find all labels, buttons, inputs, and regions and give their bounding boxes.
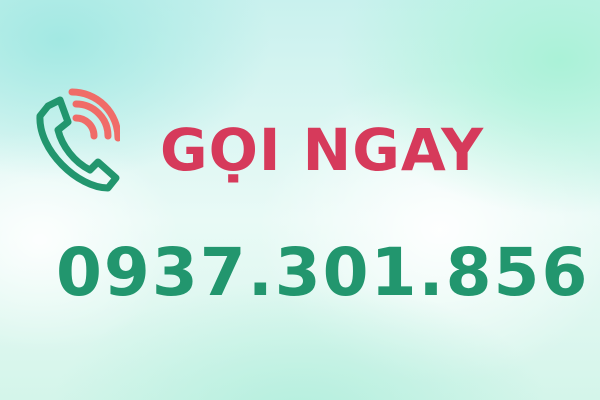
call-now-title: GỌI NGAY bbox=[160, 116, 485, 184]
phone-number[interactable]: 0937.301.856 bbox=[56, 234, 590, 311]
phone-ringing-icon bbox=[36, 88, 120, 192]
